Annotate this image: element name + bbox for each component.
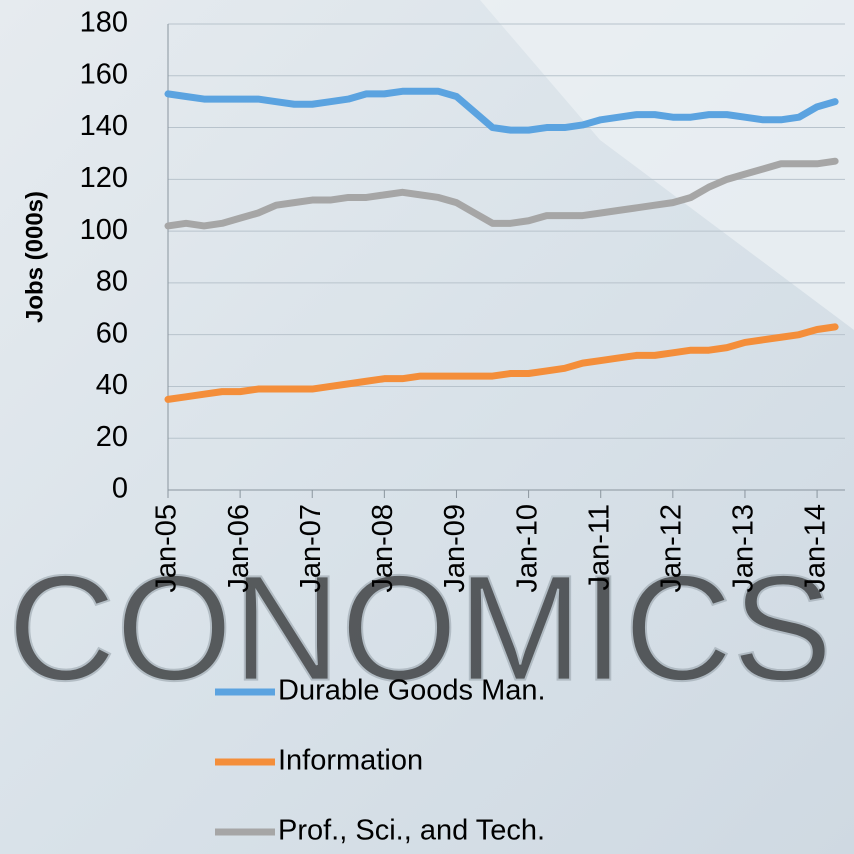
y-tick-label: 40: [96, 369, 128, 401]
x-tick-label: Jan-06: [223, 504, 255, 593]
y-tick-label: 180: [80, 7, 128, 39]
x-tick-label: Jan-08: [367, 504, 399, 593]
legend-label: Information: [278, 745, 423, 777]
y-tick-label: 160: [80, 58, 128, 90]
legend-label: Prof., Sci., and Tech.: [278, 815, 545, 847]
series-line: [164, 323, 839, 403]
y-tick-label: 0: [112, 473, 128, 505]
y-tick-label: 140: [80, 110, 128, 142]
series-line: [164, 87, 839, 134]
x-tick-label: Jan-09: [439, 504, 471, 593]
x-tick-label: Jan-10: [511, 504, 543, 593]
series-line: [164, 157, 839, 230]
y-tick-label: 100: [80, 214, 128, 246]
x-tick-label: Jan-12: [655, 504, 687, 593]
decor: [480, 0, 854, 330]
y-tick-label: 60: [96, 317, 128, 349]
y-tick-label: 80: [96, 266, 128, 298]
x-tick-label: Jan-14: [800, 504, 832, 593]
x-tick-label: Jan-13: [728, 504, 760, 593]
x-tick-label: Jan-05: [151, 504, 183, 593]
x-tick-label: Jan-11: [583, 504, 615, 591]
y-tick-label: 120: [80, 162, 128, 194]
y-tick-label: 20: [96, 421, 128, 453]
x-tick-label: Jan-07: [295, 504, 327, 593]
y-axis-title: Jobs (000s): [21, 191, 48, 323]
watermark: CONOMICS: [8, 544, 833, 712]
legend-label: Durable Goods Man.: [278, 675, 546, 707]
